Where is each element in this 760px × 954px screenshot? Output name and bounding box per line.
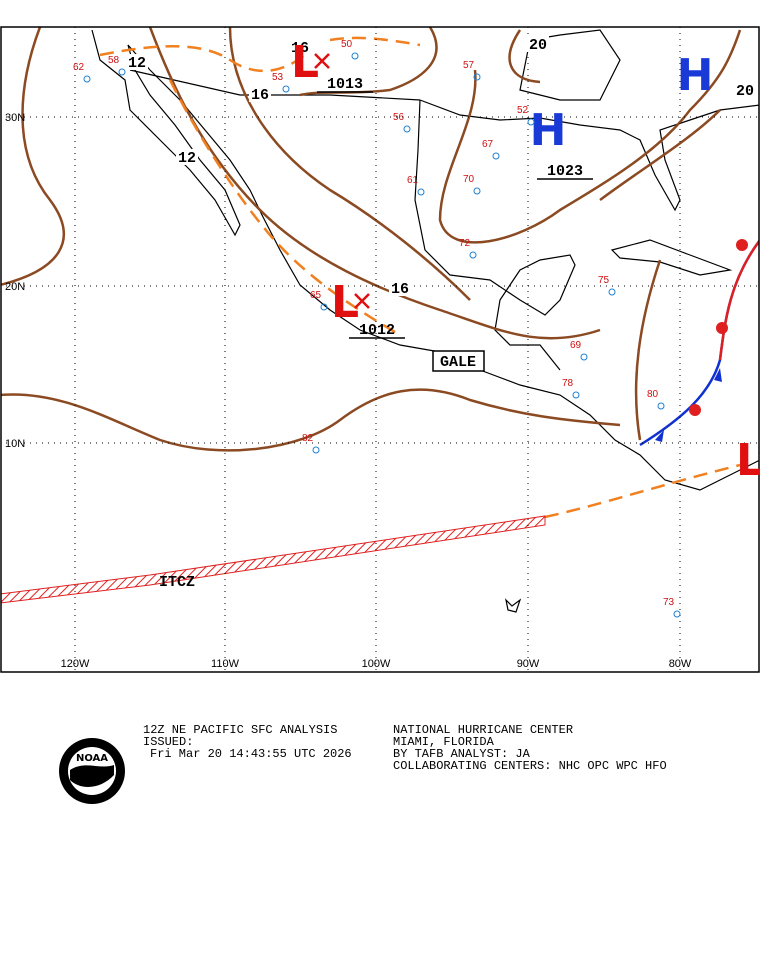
isobar-label-bg xyxy=(176,149,198,165)
station xyxy=(469,251,477,259)
station-temp: 70 xyxy=(463,174,475,185)
station xyxy=(492,152,500,160)
center-x xyxy=(314,53,330,69)
isobar-label: 12 xyxy=(128,55,146,72)
isobar-label-bg xyxy=(289,39,311,55)
warning: GALE xyxy=(440,354,476,371)
station xyxy=(83,75,91,83)
center-symbol: H xyxy=(530,105,567,156)
station xyxy=(673,610,681,618)
lon-label: 100W xyxy=(362,658,391,670)
station xyxy=(473,187,481,195)
station xyxy=(320,303,328,311)
isobar-label-bg xyxy=(126,54,148,70)
footer-left: Fri Mar 20 14:43:55 UTC 2026 xyxy=(150,747,352,761)
lon-label: 90W xyxy=(517,658,540,670)
center-symbol: H xyxy=(677,50,714,101)
isobar-label-bg xyxy=(249,86,271,102)
lat-label: 10N xyxy=(5,438,25,450)
feature-label: ITCZ xyxy=(159,574,195,591)
station-temp: 78 xyxy=(562,378,574,389)
center-pressure: 1013 xyxy=(327,76,363,93)
map-labels: 30N 20N 10N 120W 110W 100W 90W 80W 12 12 16 16 16 20 2… xyxy=(5,36,760,670)
station xyxy=(312,446,320,454)
isobar-label: 16 xyxy=(391,281,409,298)
coastlines xyxy=(91,29,759,613)
lat-label: 30N xyxy=(5,112,25,124)
footer-right: COLLABORATING CENTERS: NHC OPC WPC HFO xyxy=(393,759,667,773)
station-temp: 73 xyxy=(663,597,675,608)
station xyxy=(608,288,616,296)
footer-left: ISSUED: xyxy=(143,735,193,749)
isobar-label-bg xyxy=(527,36,549,52)
itcz-band xyxy=(1,515,546,604)
isobar-label: 16 xyxy=(291,40,309,57)
station-temp: 65 xyxy=(310,290,322,301)
cold-front xyxy=(639,239,759,447)
station-temp: 53 xyxy=(272,72,284,83)
isobars xyxy=(1,27,742,452)
station xyxy=(118,68,126,76)
lat-label: 20N xyxy=(5,281,25,293)
footer-right: BY TAFB ANALYST: JA xyxy=(393,747,531,761)
station-temp: 50 xyxy=(341,39,353,50)
lon-label: 120W xyxy=(61,658,90,670)
lon-label: 110W xyxy=(211,658,240,670)
station-temp: 52 xyxy=(517,105,529,116)
station xyxy=(403,125,411,133)
center-x xyxy=(354,293,370,309)
station-temp: 80 xyxy=(647,389,659,400)
station xyxy=(417,188,425,196)
isobar-label-bg xyxy=(734,82,756,98)
troughs xyxy=(99,36,741,519)
isobar-label: 20 xyxy=(529,37,547,54)
map xyxy=(1,27,759,672)
station xyxy=(527,118,535,126)
graticule xyxy=(1,27,759,672)
station xyxy=(282,85,290,93)
isobar-label: 12 xyxy=(178,150,196,167)
logo-text: NOAA xyxy=(76,753,108,764)
logo-wave xyxy=(70,765,114,787)
station xyxy=(580,353,588,361)
station-temp: 69 xyxy=(570,340,582,351)
footer-right: MIAMI, FLORIDA xyxy=(393,735,495,749)
map-frame xyxy=(0,26,760,673)
station xyxy=(351,52,359,60)
station xyxy=(473,73,481,81)
center-pressure: 1023 xyxy=(547,163,583,180)
isobar-label-bg xyxy=(389,280,411,296)
station-temp: 61 xyxy=(407,175,419,186)
center-pressure: 1012 xyxy=(359,322,395,339)
center-symbol: L xyxy=(291,37,319,88)
station xyxy=(572,391,580,399)
station-temp: 58 xyxy=(108,55,120,66)
warning-box xyxy=(432,350,485,372)
lon-label: 80W xyxy=(669,658,692,670)
station-temp: 72 xyxy=(459,238,471,249)
isobar-label: 20 xyxy=(736,83,754,100)
station-temp: 82 xyxy=(302,433,314,444)
station-temp: 67 xyxy=(482,139,494,150)
footer-right: NATIONAL HURRICANE CENTER xyxy=(393,723,573,737)
center-symbol: L xyxy=(331,277,359,328)
isobar-label: 16 xyxy=(251,87,269,104)
station-temp: 75 xyxy=(598,275,610,286)
center-symbol: L xyxy=(736,435,760,486)
station-temp: 62 xyxy=(73,62,85,73)
station-temp: 56 xyxy=(393,112,405,123)
station xyxy=(657,402,665,410)
station-temp: 57 xyxy=(463,60,475,71)
footer-left: 12Z NE PACIFIC SFC ANALYSIS xyxy=(143,723,337,737)
